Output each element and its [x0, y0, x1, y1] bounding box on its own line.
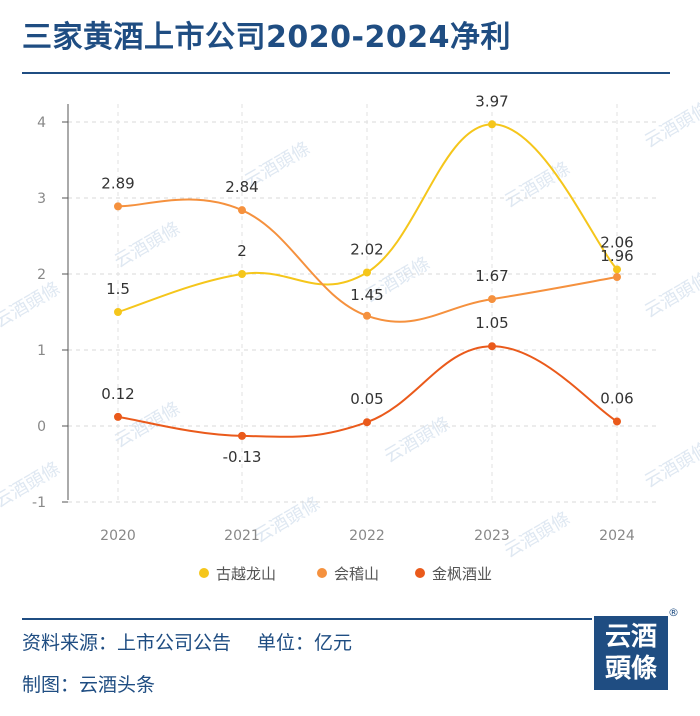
data-point: [238, 431, 246, 440]
data-label: 2.02: [350, 240, 383, 258]
y-tick-label: 0: [37, 419, 46, 435]
legend-label: 会稽山: [334, 565, 379, 583]
data-point: [488, 295, 496, 304]
brand-logo: 云酒 頭條: [594, 616, 668, 690]
data-label: 2.89: [101, 174, 134, 192]
data-point: [488, 120, 496, 129]
data-point: [363, 311, 371, 320]
watermark-text: 云酒頭條: [641, 98, 700, 152]
y-tick-label: -1: [32, 495, 46, 511]
data-point: [363, 268, 371, 277]
y-tick-label: 3: [37, 191, 46, 207]
chart-title: 三家黄酒上市公司2020-2024净利: [22, 20, 511, 55]
data-point: [613, 265, 621, 274]
watermark-text: 云酒頭條: [111, 398, 184, 452]
watermark-text: 云酒頭條: [251, 493, 324, 547]
unit-text: 单位：亿元: [257, 632, 353, 654]
watermark-text: 云酒頭條: [641, 438, 700, 492]
data-label: 1.96: [600, 247, 633, 265]
data-point: [488, 342, 496, 351]
data-label: 0.05: [350, 390, 383, 408]
source-text: 资料来源：上市公司公告: [22, 632, 232, 654]
maker-note: 制图：云酒头条: [22, 674, 156, 696]
data-label: 2.84: [225, 178, 258, 196]
data-point: [114, 202, 122, 211]
registered-mark: ®: [668, 606, 679, 619]
data-label: 1.67: [475, 267, 508, 285]
data-point: [613, 273, 621, 282]
watermark-text: 云酒頭條: [501, 508, 574, 562]
data-point: [363, 418, 371, 427]
x-tick-label: 2024: [599, 528, 635, 544]
y-tick-label: 1: [37, 343, 46, 359]
legend-marker: [317, 568, 327, 578]
title-divider: [22, 72, 670, 74]
data-label: 1.45: [350, 286, 383, 304]
legend-label: 金枫酒业: [432, 565, 492, 583]
legend-marker: [199, 568, 209, 578]
data-point: [238, 270, 246, 278]
data-label: 0.12: [101, 385, 134, 403]
x-tick-label: 2023: [474, 528, 510, 544]
footer-divider: [22, 618, 592, 620]
y-tick-label: 4: [37, 115, 46, 131]
data-point: [114, 308, 122, 316]
data-point: [613, 417, 621, 426]
x-tick-label: 2020: [100, 528, 136, 544]
watermark-text: 云酒頭條: [381, 413, 454, 467]
data-label: 3.97: [475, 92, 508, 110]
data-point: [114, 412, 122, 421]
data-label: 1.5: [106, 280, 130, 298]
data-label: -0.13: [223, 448, 262, 466]
logo-line-1: 云酒: [604, 622, 657, 652]
watermark-text: 云酒頭條: [0, 278, 64, 332]
x-tick-label: 2022: [349, 528, 385, 544]
series-line: [117, 123, 618, 313]
source-note: 资料来源：上市公司公告 单位：亿元: [22, 628, 352, 655]
x-tick-label: 2021: [224, 528, 260, 544]
watermark-text: 云酒頭條: [641, 268, 700, 322]
data-point: [238, 206, 246, 215]
y-tick-label: 2: [37, 267, 46, 283]
legend-label: 古越龙山: [216, 565, 276, 583]
data-label: 2: [237, 242, 247, 260]
legend-marker: [415, 568, 425, 578]
data-label: 1.05: [475, 314, 508, 332]
data-label: 2.06: [600, 233, 633, 251]
logo-line-2: 頭條: [604, 654, 657, 684]
watermark-text: 云酒頭條: [111, 218, 184, 272]
data-label: 0.06: [600, 389, 633, 407]
